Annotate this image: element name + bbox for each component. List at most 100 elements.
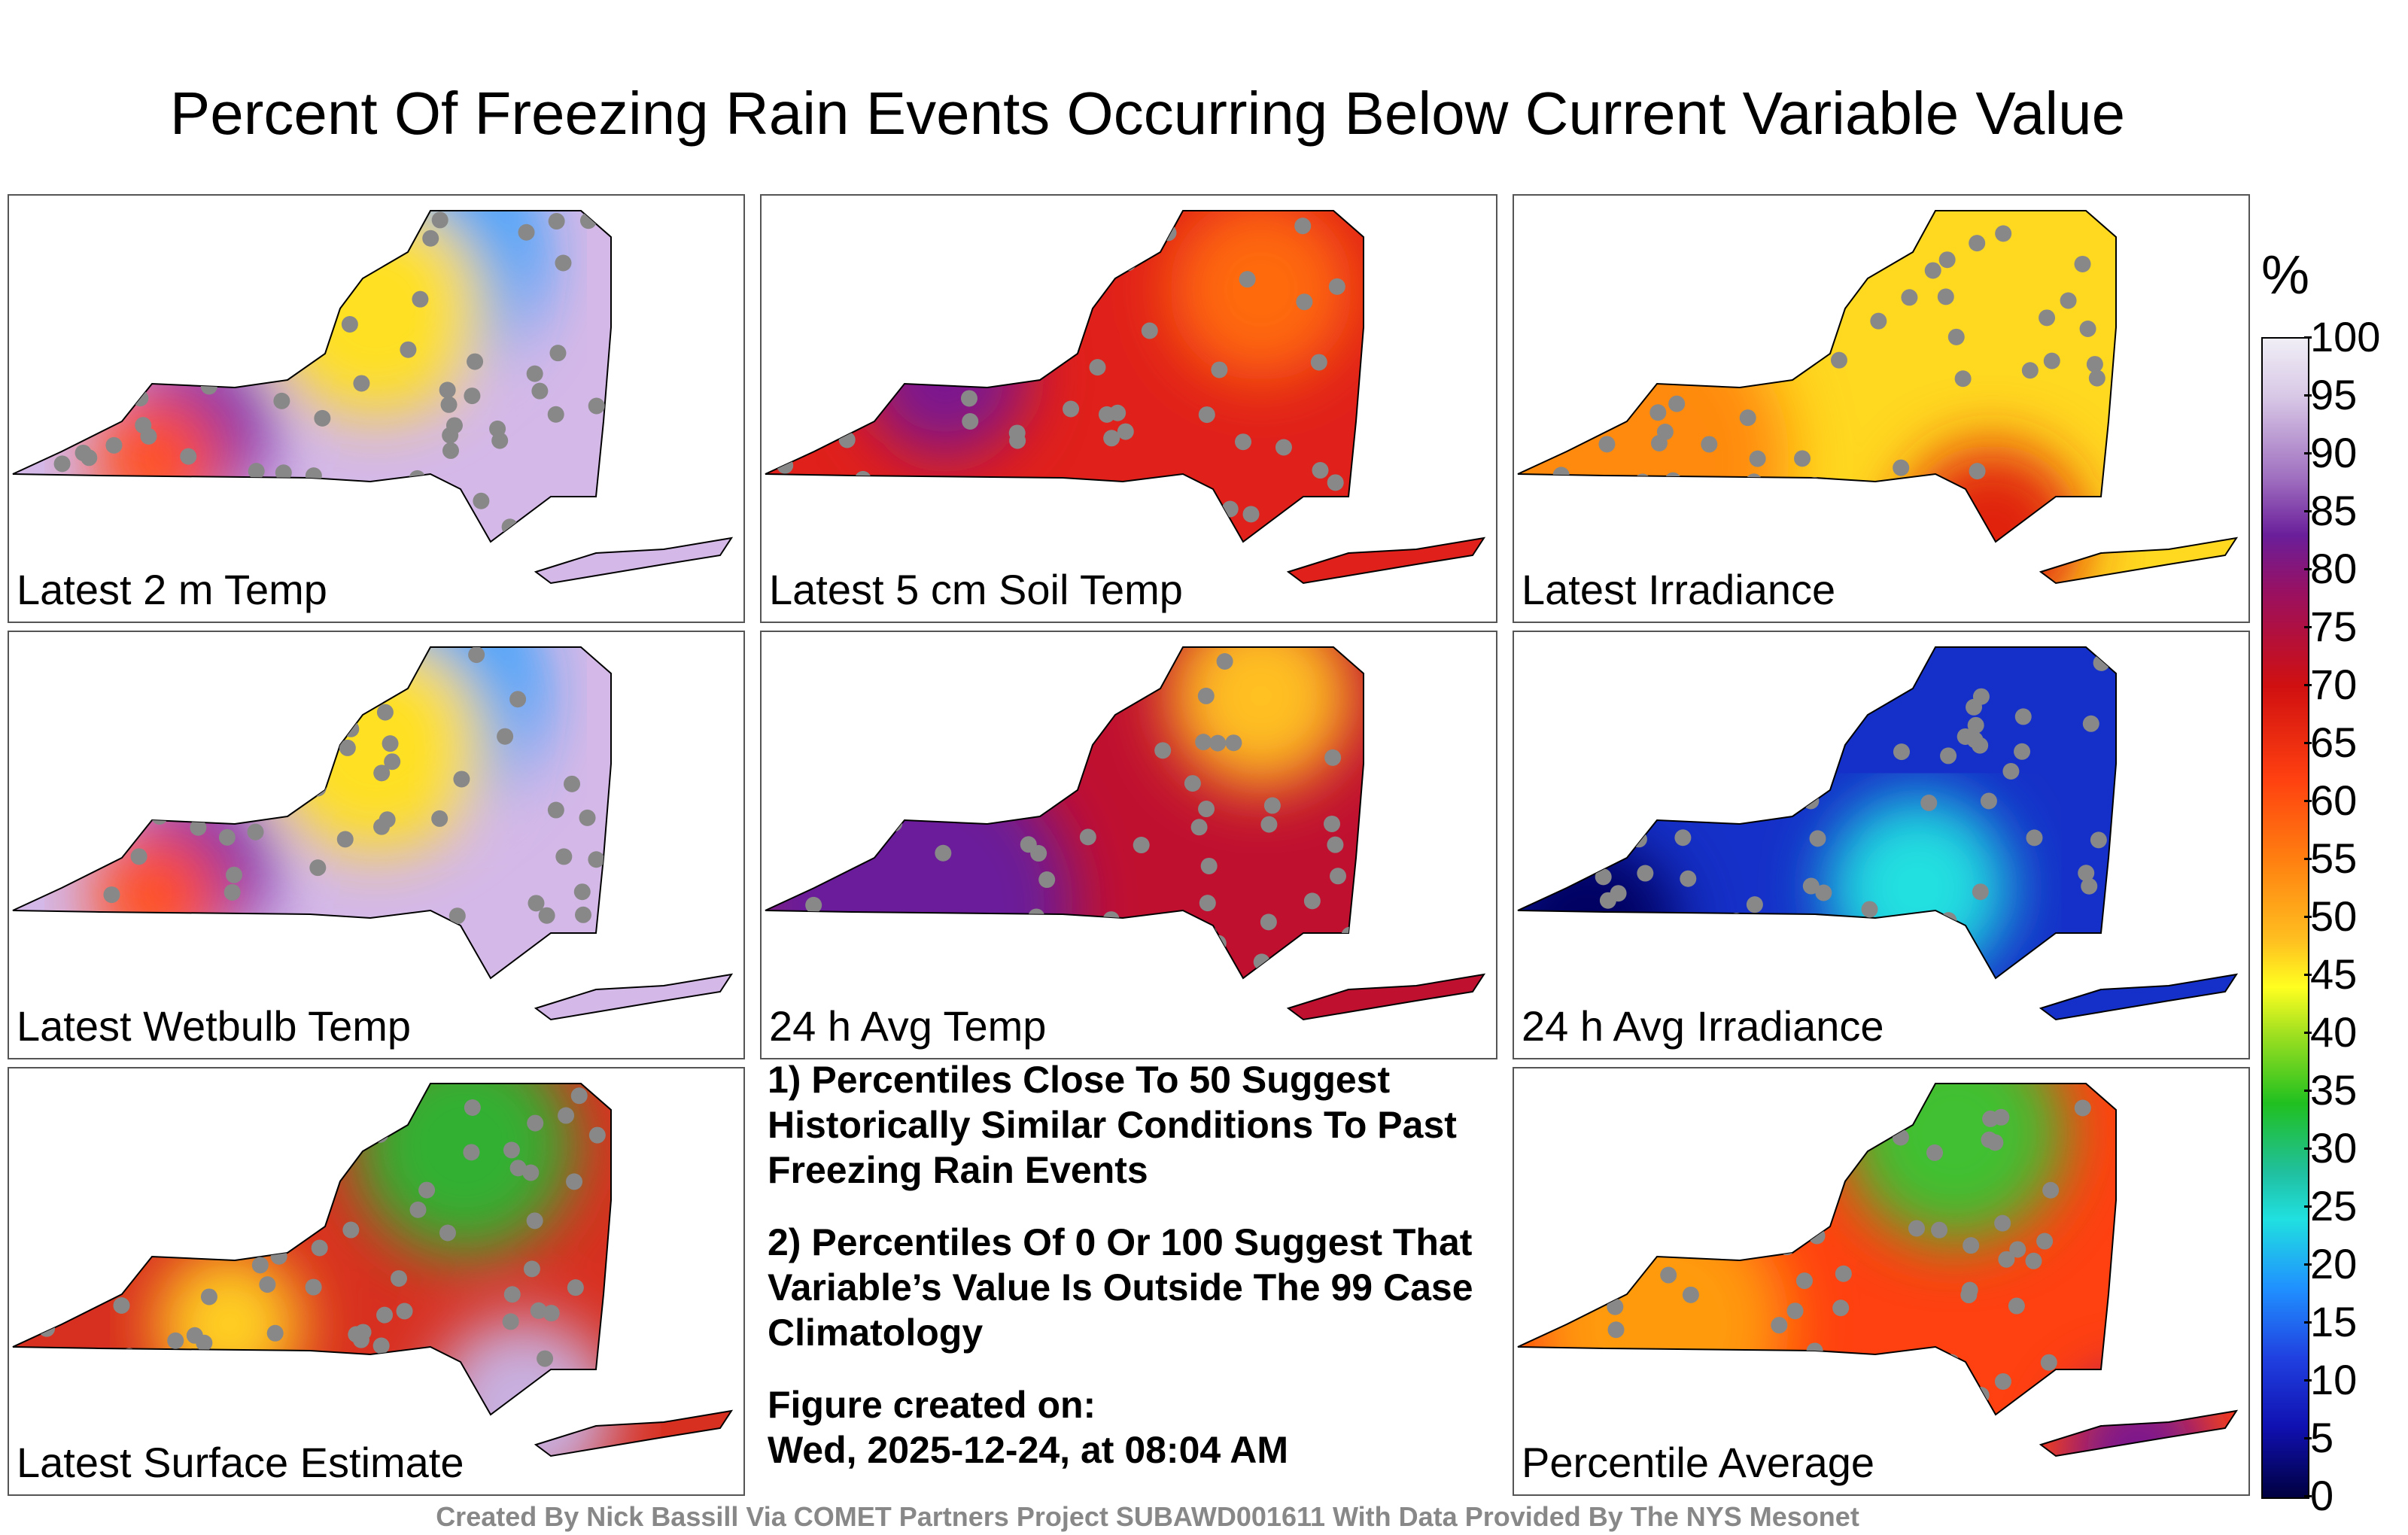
station-marker bbox=[1561, 936, 1579, 953]
colorbar-tick: 35 bbox=[2303, 1066, 2358, 1114]
station-marker bbox=[777, 457, 794, 474]
ny-map bbox=[765, 210, 1486, 585]
station-marker bbox=[287, 695, 305, 713]
state-outline bbox=[534, 973, 734, 1021]
station-marker bbox=[527, 515, 544, 533]
station-marker bbox=[123, 771, 141, 788]
station-marker bbox=[531, 382, 549, 400]
colorbar-tick: 20 bbox=[2303, 1240, 2358, 1287]
station-marker bbox=[167, 1332, 184, 1349]
station-marker bbox=[1659, 1354, 1677, 1372]
station-marker bbox=[1079, 950, 1096, 967]
station-marker bbox=[1861, 901, 1878, 918]
station-marker bbox=[1558, 832, 1575, 850]
station-marker bbox=[399, 213, 416, 230]
map-panel-24h-irradiance: 24 h Avg Irradiance bbox=[1513, 631, 2250, 1059]
colorbar-tick: 90 bbox=[2303, 429, 2358, 476]
station-marker bbox=[316, 1378, 333, 1395]
station-marker bbox=[960, 390, 977, 407]
station-marker bbox=[1063, 400, 1080, 418]
station-marker bbox=[244, 916, 261, 933]
station-marker bbox=[1200, 857, 1218, 874]
station-marker bbox=[1105, 517, 1123, 534]
colorbar-tick: 60 bbox=[2303, 777, 2358, 824]
map-fill bbox=[13, 211, 731, 583]
ny-map bbox=[12, 1083, 734, 1457]
station-marker bbox=[588, 1126, 606, 1144]
station-marker bbox=[403, 1370, 420, 1388]
color-blob bbox=[864, 293, 1026, 456]
station-marker bbox=[1679, 265, 1696, 282]
station-marker bbox=[1111, 522, 1128, 540]
station-marker bbox=[439, 1224, 456, 1242]
station-marker bbox=[547, 406, 564, 423]
station-marker bbox=[1630, 831, 1647, 848]
station-marker bbox=[215, 335, 233, 352]
station-marker bbox=[1197, 687, 1215, 704]
station-marker bbox=[1545, 949, 1562, 966]
station-marker bbox=[440, 396, 458, 413]
station-marker bbox=[1699, 1102, 1716, 1120]
station-marker bbox=[526, 1212, 543, 1230]
station-marker bbox=[1751, 1094, 1768, 1111]
colorbar-tick: 15 bbox=[2303, 1298, 2358, 1345]
station-marker bbox=[546, 497, 563, 514]
station-marker bbox=[502, 1313, 519, 1330]
station-marker bbox=[1102, 911, 1120, 929]
station-marker bbox=[199, 1153, 216, 1170]
station-marker bbox=[1708, 1388, 1725, 1406]
map-fill bbox=[1518, 1084, 2236, 1456]
map-fill bbox=[765, 647, 1484, 1020]
station-marker bbox=[122, 1168, 139, 1185]
station-marker bbox=[453, 951, 470, 968]
station-marker bbox=[1617, 816, 1634, 834]
station-marker bbox=[76, 771, 93, 789]
station-marker bbox=[2025, 1252, 2042, 1269]
station-marker bbox=[975, 494, 993, 512]
station-marker bbox=[1998, 1251, 2015, 1268]
station-marker bbox=[464, 1099, 481, 1116]
station-marker bbox=[1530, 491, 1547, 508]
panel-label: Latest Irradiance bbox=[1522, 566, 1836, 613]
station-marker bbox=[1745, 473, 1762, 491]
station-marker bbox=[1768, 1385, 1786, 1403]
station-marker bbox=[1759, 770, 1776, 787]
station-marker bbox=[1703, 1383, 1720, 1400]
station-marker bbox=[1674, 829, 1692, 847]
station-marker bbox=[1253, 953, 1270, 971]
station-marker bbox=[1591, 773, 1608, 790]
station-marker bbox=[309, 859, 327, 877]
station-marker bbox=[1209, 734, 1227, 752]
station-marker bbox=[353, 375, 370, 392]
station-marker bbox=[1550, 1299, 1567, 1316]
station-marker bbox=[263, 963, 281, 980]
station-marker bbox=[245, 680, 262, 698]
station-marker bbox=[431, 211, 448, 229]
station-marker bbox=[894, 674, 911, 692]
map-base bbox=[1518, 211, 2236, 583]
station-marker bbox=[1598, 436, 1616, 453]
station-marker bbox=[901, 926, 919, 943]
station-marker bbox=[1312, 462, 1329, 479]
station-marker bbox=[1870, 312, 1887, 330]
station-marker bbox=[1198, 801, 1215, 818]
station-marker bbox=[382, 735, 399, 752]
station-marker bbox=[1310, 354, 1327, 371]
station-marker bbox=[223, 883, 241, 901]
station-marker bbox=[1732, 1214, 1749, 1232]
station-marker bbox=[102, 758, 120, 775]
station-marker bbox=[283, 672, 300, 689]
station-marker bbox=[1680, 870, 1697, 887]
station-marker bbox=[111, 667, 128, 684]
station-marker bbox=[805, 896, 822, 913]
station-marker bbox=[2086, 356, 2103, 373]
station-marker bbox=[1638, 1178, 1655, 1196]
station-marker bbox=[886, 815, 903, 832]
station-marker bbox=[805, 211, 822, 228]
station-marker bbox=[1077, 258, 1094, 275]
station-marker bbox=[1260, 816, 1278, 833]
station-marker bbox=[1780, 752, 1798, 770]
station-marker bbox=[1845, 1117, 1862, 1135]
station-marker bbox=[1038, 871, 1056, 889]
station-marker bbox=[247, 823, 264, 840]
